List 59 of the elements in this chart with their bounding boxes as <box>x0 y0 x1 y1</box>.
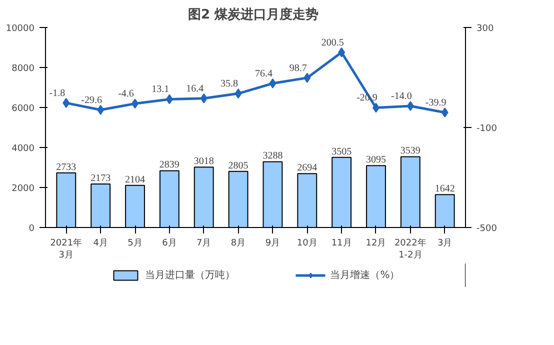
point <box>372 102 380 113</box>
point <box>234 88 242 99</box>
data-label: 98.7 <box>289 62 307 74</box>
point <box>132 98 139 109</box>
point <box>200 93 208 104</box>
data-label: 3288 <box>262 150 283 162</box>
y2-tick-label: -100 <box>476 124 498 134</box>
data-label: 2694 <box>297 162 318 174</box>
x-tick-label: 3月 <box>437 238 452 248</box>
data-label: -4.6 <box>118 88 134 100</box>
y-tick-label: 6000 <box>12 104 35 114</box>
x-tick-label: 8月 <box>230 238 246 248</box>
data-label: 3018 <box>194 156 214 168</box>
data-label: 35.8 <box>220 78 238 90</box>
x-tick-label: 9月 <box>265 238 280 248</box>
point <box>304 72 311 83</box>
x-tick-label: 6月 <box>162 238 177 248</box>
data-label: 3505 <box>332 146 352 158</box>
data-label: -14.0 <box>391 91 412 102</box>
y2-tick-label: -500 <box>476 224 498 234</box>
y-tick-label: 8000 <box>12 64 35 74</box>
data-label: 200.5 <box>321 37 344 48</box>
x-tick-label: 4月 <box>93 238 108 248</box>
point <box>338 47 346 58</box>
data-label: 3539 <box>400 146 420 157</box>
data-label: 2805 <box>228 160 248 172</box>
data-label: 76.4 <box>254 68 272 80</box>
y-tick-label: 2000 <box>12 184 35 194</box>
data-label: 2173 <box>90 173 111 184</box>
chart-title: 图2 煤炭进口月度走势 <box>188 6 319 22</box>
point <box>166 94 173 104</box>
legend-label: 当月进口量（万吨） <box>145 268 236 282</box>
point <box>269 78 276 88</box>
y2-tick-label: 300 <box>476 24 494 34</box>
data-label: 2839 <box>159 160 180 171</box>
point <box>97 104 104 115</box>
x-tick-label: 5月 <box>128 238 142 248</box>
x-tick-label: 11月 <box>331 238 352 248</box>
x-tick-label: 7月 <box>196 238 212 248</box>
data-label: -39.9 <box>425 97 446 108</box>
x-tick-label: 2022年 1-2月 <box>394 238 426 260</box>
point <box>406 101 414 111</box>
data-label: 2104 <box>125 174 146 186</box>
data-label: -1.8 <box>49 88 66 99</box>
data-label: 16.4 <box>186 83 204 94</box>
data-label: 1642 <box>434 184 455 195</box>
data-label: -29.6 <box>81 94 102 106</box>
y-tick-label: 4000 <box>12 144 35 154</box>
y-tick-label: 10000 <box>6 24 35 34</box>
y-tick-label: 0 <box>28 224 35 234</box>
data-label: 2733 <box>56 162 76 173</box>
data-label: 3095 <box>366 154 386 166</box>
x-tick-label: 12月 <box>366 238 386 248</box>
point <box>62 98 70 108</box>
point <box>441 107 448 118</box>
x-tick-label: 2021年 3月 <box>50 238 82 260</box>
x-tick-label: 10月 <box>296 238 318 248</box>
legend-label: 当月增速（%） <box>330 268 400 282</box>
data-label: 13.1 <box>152 84 170 96</box>
